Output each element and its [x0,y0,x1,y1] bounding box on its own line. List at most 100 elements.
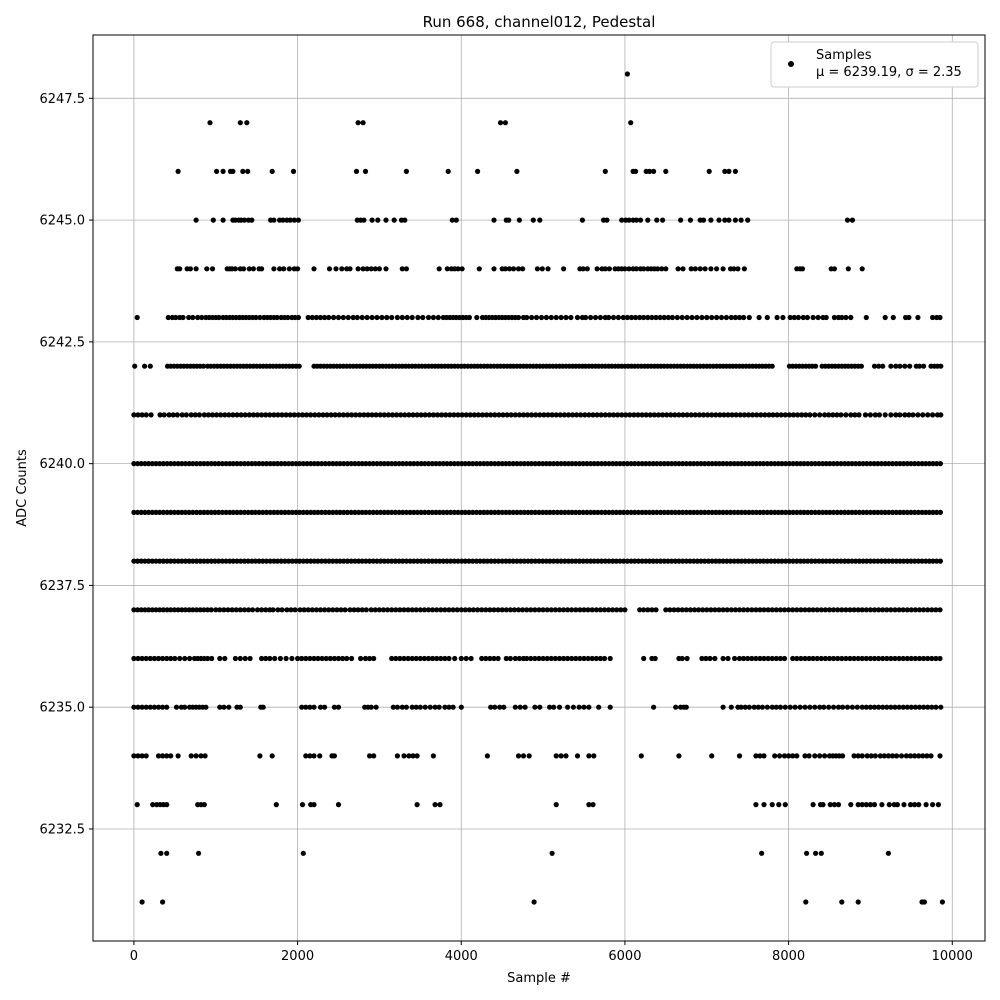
data-point [669,314,676,321]
data-point [875,509,881,515]
data-point [289,509,295,515]
data-point [311,509,317,515]
data-point [753,753,759,759]
data-point [475,168,481,174]
data-point [175,607,181,613]
data-point [275,607,281,613]
data-point [394,704,400,710]
data-point [451,509,457,515]
data-point [521,509,527,515]
data-point [473,509,479,515]
data-point [182,558,189,564]
data-point [389,314,395,321]
data-point [245,607,252,613]
data-point [351,607,357,613]
data-point [293,461,299,467]
data-point [779,509,785,515]
data-point [487,607,493,613]
data-point [937,558,944,564]
data-point [131,558,137,564]
data-point [659,266,665,272]
data-point [602,168,608,174]
data-point [326,461,332,467]
data-point [406,753,412,759]
data-point [135,412,141,418]
data-point [798,607,804,613]
data-point [135,461,141,467]
data-point [249,509,255,515]
x-tick-label: 2000 [281,949,314,964]
data-point [847,607,853,613]
data-point [532,558,538,564]
data-point [732,655,738,662]
data-point [413,655,419,662]
data-point [672,509,678,515]
data-point [417,607,423,613]
data-point [139,704,145,710]
data-point [664,412,670,418]
data-point [725,412,731,418]
data-point [473,461,479,467]
y-tick-label: 6237.5 [40,579,86,594]
data-point [783,509,789,515]
data-point [602,461,608,467]
data-point [414,558,421,564]
data-point [179,461,185,467]
data-point [304,509,310,515]
data-point [234,509,240,515]
data-point [561,266,567,272]
data-point [385,509,391,515]
data-point [399,266,405,272]
data-point [547,461,553,467]
data-point [384,314,390,321]
data-point [574,753,581,759]
data-point [570,704,577,710]
data-point [249,558,255,564]
data-point [414,412,420,418]
data-point [639,558,645,564]
data-point [875,461,881,467]
data-point [831,607,837,613]
data-point [473,558,479,564]
data-point [709,558,715,564]
data-point [322,461,328,467]
data-point [641,607,647,613]
data-point [641,266,647,272]
data-point [823,461,829,467]
data-point [164,850,170,856]
data-point [565,461,572,467]
data-point [672,461,678,467]
data-point [606,607,612,613]
data-point [364,314,370,321]
data-point [131,412,137,418]
data-point [657,314,663,321]
data-point [297,558,303,564]
data-point [925,607,931,613]
data-point [614,607,620,613]
data-point [938,704,944,710]
data-point [557,412,563,418]
data-point [153,509,159,515]
data-point [770,412,776,418]
data-point [738,704,744,710]
data-point [227,461,233,467]
data-point [849,558,855,564]
data-point [374,461,380,467]
data-point [676,509,682,515]
data-point [569,655,575,662]
data-point [843,412,849,418]
y-tick-label: 6235.0 [40,701,86,716]
data-point [907,802,914,808]
data-point [777,607,784,613]
data-point [683,558,689,564]
data-point [436,266,442,272]
data-point [820,461,826,467]
data-point [773,655,779,662]
data-point [779,558,785,564]
data-point [399,314,405,321]
data-point [468,655,474,662]
data-point [402,217,408,223]
data-point [769,655,775,662]
data-point [867,704,874,710]
data-point [436,704,442,710]
